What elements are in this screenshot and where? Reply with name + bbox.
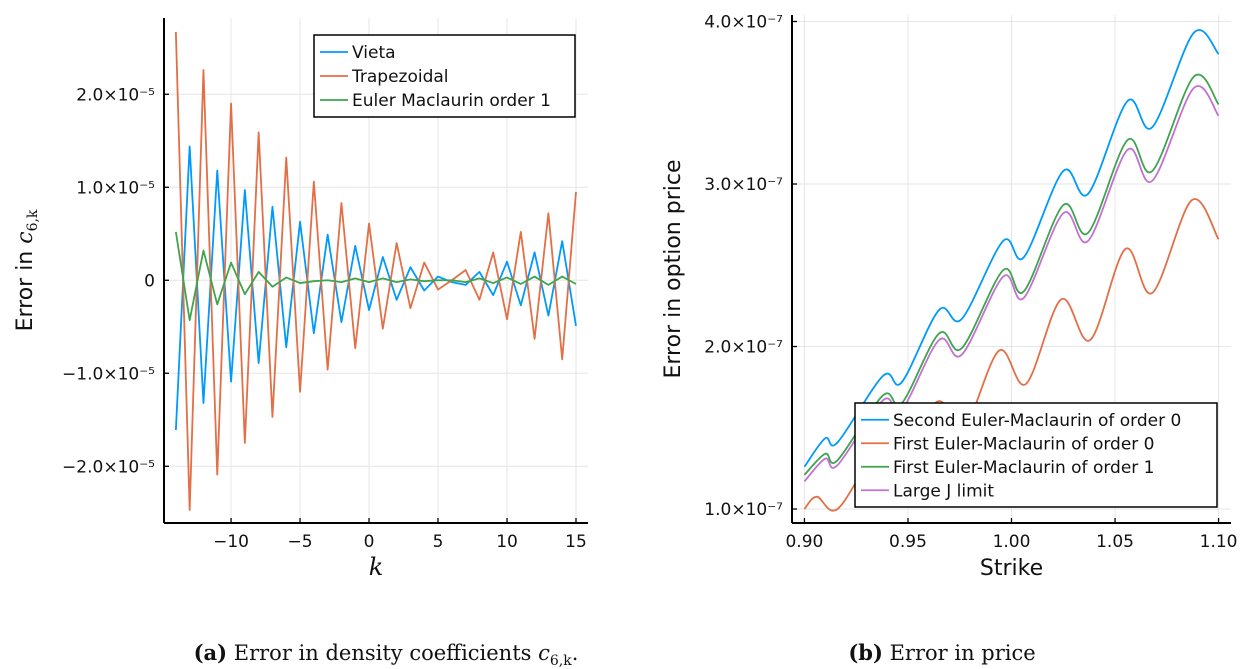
series-line-vieta [174, 145, 577, 431]
legend-label: First Euler-Maclaurin of order 1 [893, 458, 1155, 478]
caption-a-sub: 6,k [549, 653, 572, 669]
series-line-euler-maclaurin-order-1 [174, 231, 577, 322]
caption-a: (a) Error in density coefficients c6,k. [194, 640, 579, 669]
y-tick-label: 3.0×10⁻⁷ [704, 175, 783, 195]
y-axis-label-text: Error in [13, 244, 38, 332]
x-tick-label: 1.00 [993, 532, 1031, 552]
legend-label: Trapezoidal [351, 67, 449, 87]
legend-label: Vieta [352, 43, 396, 63]
x-tick-label: 1.10 [1200, 532, 1238, 552]
x-tick-label: 5 [433, 532, 444, 552]
legend-box [313, 34, 576, 118]
x-tick-label: 0.95 [889, 532, 927, 552]
x-axis-label: k [369, 553, 384, 581]
x-tick-label: −5 [288, 532, 313, 552]
y-tick-label: −1.0×10⁻⁵ [62, 364, 155, 384]
series-line-trapezoidal [174, 31, 577, 511]
x-tick-label: −10 [213, 532, 249, 552]
y-tick-label: 1.0×10⁻⁷ [704, 500, 783, 520]
caption-a-math: c [538, 641, 550, 665]
x-tick-label: 15 [565, 532, 587, 552]
legend: Vieta Trapezoidal Euler Maclaurin order 1 [313, 34, 576, 118]
y-tick-label: −2.0×10⁻⁵ [62, 457, 155, 477]
caption-a-end: . [571, 641, 579, 665]
y-axis-label: Error in option price [661, 160, 686, 379]
y-tick-label: 4.0×10⁻⁷ [704, 13, 783, 33]
chart-a: −10 −5 0 5 10 15 −2.0×10⁻⁵ −1.0×10⁻⁵ 0 1.0×10⁻⁵ 2.… [13, 18, 588, 581]
caption-b: (b) Error in price [848, 640, 1035, 665]
caption-a-label: (a) [193, 640, 228, 665]
caption-b-label: (b) [848, 640, 883, 665]
caption-b-text: Error in price [889, 641, 1036, 665]
x-tick-label: 0 [364, 532, 375, 552]
y-tick-label: 2.0×10⁻⁷ [704, 338, 783, 358]
y-tick-label: 2.0×10⁻⁵ [76, 85, 155, 105]
y-axis-label-sub: 6,k [25, 209, 41, 231]
x-axis-label: Strike [980, 556, 1043, 581]
x-tick-label: 1.05 [1096, 532, 1134, 552]
caption-a-text: Error in density coefficients [233, 641, 539, 665]
legend: Second Euler-Maclaurin of order 0 First E… [854, 402, 1218, 508]
legend-box [854, 402, 1218, 508]
y-tick-label: 1.0×10⁻⁵ [76, 178, 155, 198]
x-tick-label: 10 [496, 532, 518, 552]
legend-label: Second Euler-Maclaurin of order 0 [893, 411, 1181, 431]
chart-b: 0.90 0.95 1.00 1.05 1.10 1.0×10⁻⁷ 2.0×10⁻⁷ 3.0×… [661, 13, 1238, 581]
legend-label: Large J limit [893, 481, 994, 501]
legend-label: First Euler-Maclaurin of order 0 [893, 434, 1155, 454]
legend-label: Euler Maclaurin order 1 [352, 91, 551, 111]
y-axis-label-math: c [13, 231, 38, 243]
y-tick-label: 0 [144, 271, 155, 291]
x-tick-label: 0.90 [785, 532, 823, 552]
y-axis-label-text: Error in option price [661, 160, 686, 379]
y-axis-label: Error in c6,k [13, 209, 41, 331]
